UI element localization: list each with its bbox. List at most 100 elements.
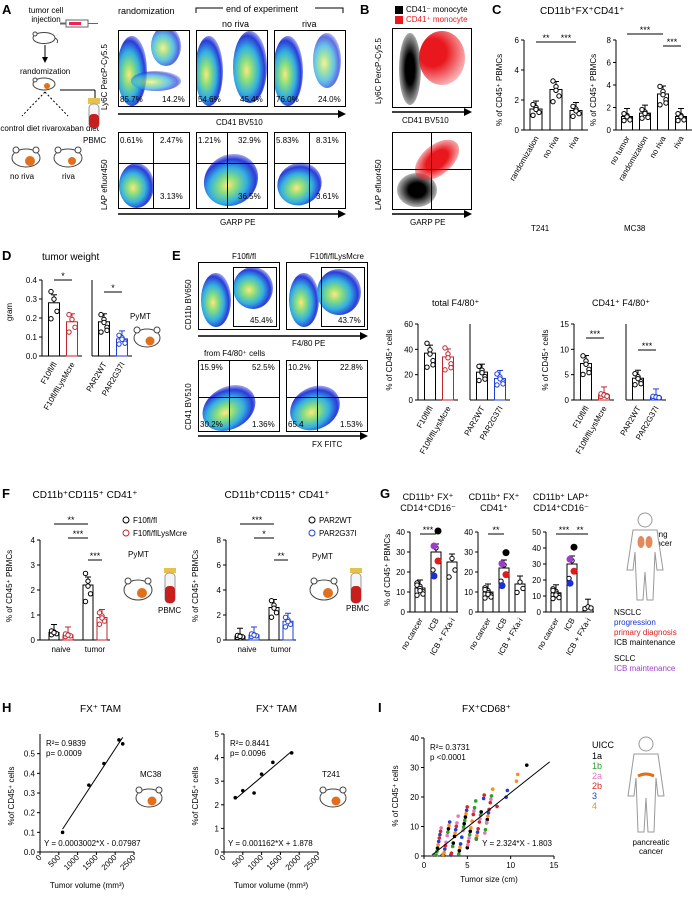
g1-cat-label: no cancer [467, 616, 493, 651]
g1-tick-label: 0 [469, 608, 474, 617]
c-right-dot [627, 117, 633, 123]
split-arrows-icon [21, 91, 69, 117]
g0-dot [452, 567, 458, 573]
h-right-xtick-label: 1500 [265, 853, 284, 872]
e-total-dot [430, 362, 436, 368]
g0-colored-dot [434, 557, 442, 565]
i-tick-label: 40 [410, 734, 419, 743]
h-right-tick-label: 4 [215, 754, 220, 763]
b-flow-plot-1 [392, 28, 472, 108]
d-left-dot [72, 324, 78, 330]
e-row2-arrow [198, 432, 368, 440]
i-tick-label: 30 [410, 764, 419, 773]
e-cd41-a-tick-label: 15 [560, 320, 569, 329]
f-title-left: CD11b⁺CD115⁺ CD41⁺ [32, 490, 138, 501]
c-right-sig-text: *** [667, 37, 678, 47]
arrow-icon [42, 45, 48, 63]
g2-colored-dot [566, 555, 574, 563]
f-right-tick-label: 8 [217, 536, 222, 545]
f-right-dot [237, 633, 243, 640]
f-left-legend-text: F10fl/flLysMcre [133, 529, 187, 538]
g0-tick-label: 30 [396, 548, 405, 557]
c-left-dot [550, 98, 556, 105]
b-row2-ylabel: LAP efluor450 [374, 159, 383, 210]
i-legend-title: UICC [592, 740, 614, 750]
d-right-sig-text: * [111, 283, 115, 293]
i-point [456, 852, 461, 856]
i-point [468, 829, 473, 834]
h-right-tick-label: 1 [215, 824, 220, 833]
i-point [475, 833, 479, 838]
f-mouse-tube-icon-l [123, 568, 176, 604]
e-r2p2-ul: 10.2% [288, 363, 311, 372]
c-right-tick-label: 4 [607, 81, 612, 90]
a-flow-plot-5 [196, 132, 268, 209]
b-row1-xlabel: CD41 BV510 [402, 116, 449, 125]
e-cd41-a-tick-label: 0 [565, 396, 570, 405]
g1-colored-dot [498, 582, 506, 590]
f-right-cat-label: naive [237, 645, 257, 654]
f-right-tick-label: 6 [217, 561, 222, 570]
g0-cat-label: no cancer [399, 616, 425, 651]
e-flow-plot-1 [198, 262, 280, 330]
g0-dot [414, 582, 420, 588]
body-lung-icon [626, 512, 664, 601]
g2-colored-dot [570, 543, 578, 551]
e-total-dot [482, 376, 488, 382]
panel-letter-h: H [2, 700, 12, 715]
col-header-no-riva: no riva [222, 19, 250, 29]
a-flow-plot-6 [274, 132, 346, 209]
e-row2-ylabel: CD41 BV510 [184, 383, 193, 430]
h-left-point [117, 738, 121, 742]
a-r2p1-ul: 0.61% [120, 136, 143, 145]
col-header-riva: riva [302, 19, 317, 29]
c-right-dot [639, 106, 645, 113]
schema-riva: riva [62, 172, 75, 181]
d-left-sig-text: * [61, 271, 65, 281]
h-left-xlabel: Tumor volume (mm³) [50, 881, 125, 890]
i-point [445, 833, 450, 838]
h-right-point [259, 772, 264, 776]
g2-tick-label: 50 [532, 528, 541, 537]
bracket-line [195, 7, 344, 13]
i-point [514, 779, 519, 783]
i-point [458, 842, 463, 846]
e-l-ylabel: % of CD45⁺ cells [385, 329, 394, 390]
e-total-a-tick-label: 0 [409, 396, 414, 405]
d-left-dot [54, 308, 60, 315]
i-point [488, 800, 493, 805]
i-point [465, 805, 470, 809]
f-left-dot [85, 578, 91, 584]
c-left-tick-label: 6 [515, 36, 520, 45]
i-point [469, 826, 473, 830]
g-legend-item: SCLC [614, 654, 636, 663]
i-stat-r2: R²= 0.3731 [430, 743, 470, 752]
i-xtick-label: 15 [550, 861, 559, 870]
i-point [473, 799, 478, 803]
f-left-dot [85, 583, 91, 589]
e-cd41-dot [638, 380, 644, 387]
e-total-dot [448, 365, 454, 371]
c-left-dot [553, 87, 559, 94]
i-xtick-label: 0 [422, 861, 427, 870]
f-right-dot [273, 610, 280, 616]
g0-colored-dot [434, 527, 442, 535]
a-r2p2-lr: 36.5% [238, 192, 261, 201]
a-row2-ylabel: LAP efluor450 [100, 159, 109, 210]
c-right-dot [645, 114, 651, 121]
i-point [490, 787, 495, 791]
h-right-stat-p: p= 0.0096 [230, 749, 266, 758]
e-total-dot [479, 369, 485, 376]
e-row2-title: from F4/80⁺ cells [204, 349, 266, 358]
body-pancreas-icon [627, 736, 665, 833]
a-r1p2-right: 45.4% [240, 95, 263, 104]
e-cd41-sig-text: *** [590, 329, 601, 339]
e-r2p2-ur: 22.8% [340, 363, 363, 372]
i-point [486, 810, 491, 815]
i-point [456, 814, 460, 818]
f-right-tick-label: 2 [217, 611, 222, 620]
d-left-dot [69, 316, 75, 323]
i-point [443, 847, 447, 851]
i-point [453, 831, 457, 835]
g0-dot [449, 555, 455, 562]
